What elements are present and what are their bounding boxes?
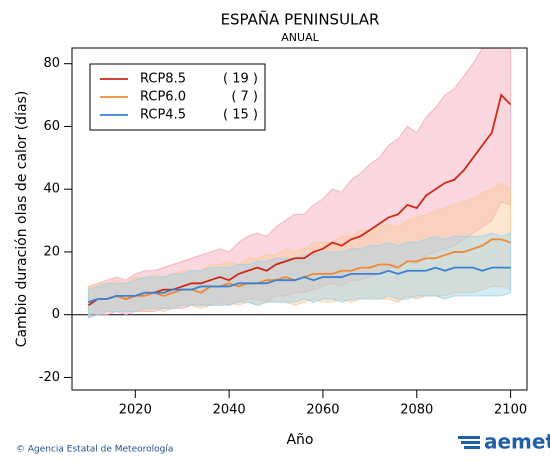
y-tick-label: 60 [43, 119, 60, 134]
y-tick-label: -20 [39, 370, 60, 385]
chart-subtitle: ANUAL [281, 31, 319, 44]
y-tick-label: 80 [43, 56, 60, 71]
legend-label: RCP6.0 [140, 90, 186, 105]
x-tick-label: 2020 [119, 403, 152, 418]
y-tick-label: 40 [43, 182, 60, 197]
chart-title: ESPAÑA PENINSULAR [221, 10, 380, 29]
x-tick-label: 2080 [400, 403, 433, 418]
x-tick-label: 2060 [306, 403, 339, 418]
logo-text: aemet [484, 430, 550, 454]
x-tick-label: 2100 [494, 403, 527, 418]
x-axis-label: Año [286, 432, 313, 448]
legend-count: ( 7 ) [231, 90, 258, 105]
series-line [88, 266, 511, 304]
logo-mark [458, 436, 480, 449]
series-line [87, 93, 512, 307]
y-axis-label: Cambio duración olas de calor (días) [14, 91, 30, 348]
legend-count: ( 19 ) [223, 72, 258, 87]
legend-label: RCP8.5 [140, 72, 186, 87]
legend: RCP8.5 ( 19 ) RCP6.0 ( 7 ) RCP4.5 ( 15 ) [100, 72, 258, 123]
y-tick-label: 20 [43, 244, 60, 259]
y-tick-label: 0 [52, 307, 60, 322]
x-tick-label: 2040 [213, 403, 246, 418]
legend-label: RCP4.5 [140, 108, 186, 123]
range-band [87, 232, 512, 319]
plot-frame [71, 47, 528, 391]
credit: © Agencia Estatal de Meteorología [16, 445, 173, 455]
plot-area [72, 48, 527, 319]
legend-count: ( 15 ) [223, 108, 258, 123]
